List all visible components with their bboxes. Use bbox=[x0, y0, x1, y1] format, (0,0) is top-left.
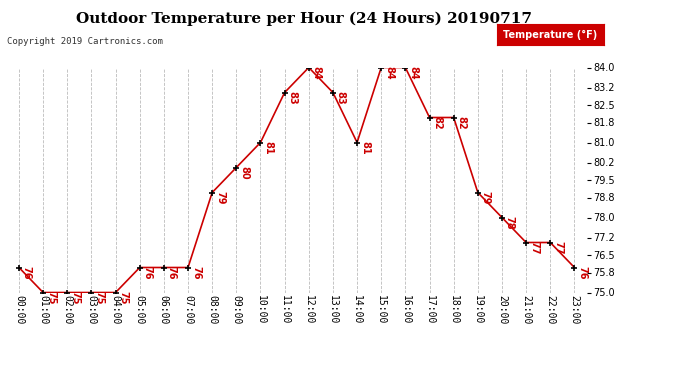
Text: 76: 76 bbox=[191, 267, 201, 280]
Text: 84: 84 bbox=[312, 66, 322, 80]
Text: 84: 84 bbox=[384, 66, 394, 80]
Text: 79: 79 bbox=[215, 192, 225, 205]
Text: Outdoor Temperature per Hour (24 Hours) 20190717: Outdoor Temperature per Hour (24 Hours) … bbox=[76, 11, 531, 26]
Text: Temperature (°F): Temperature (°F) bbox=[503, 30, 598, 40]
Text: 81: 81 bbox=[360, 141, 370, 155]
Text: 81: 81 bbox=[264, 141, 273, 155]
Text: 82: 82 bbox=[433, 117, 442, 130]
Text: 78: 78 bbox=[505, 216, 515, 230]
Text: 79: 79 bbox=[481, 192, 491, 205]
Text: Copyright 2019 Cartronics.com: Copyright 2019 Cartronics.com bbox=[7, 38, 163, 46]
Text: 80: 80 bbox=[239, 166, 249, 180]
Text: 83: 83 bbox=[288, 92, 297, 105]
Text: 75: 75 bbox=[95, 291, 104, 305]
Text: 75: 75 bbox=[70, 291, 80, 305]
Text: 75: 75 bbox=[46, 291, 56, 305]
Text: 77: 77 bbox=[553, 242, 563, 255]
Text: 82: 82 bbox=[457, 117, 466, 130]
Text: 76: 76 bbox=[578, 267, 587, 280]
Text: 76: 76 bbox=[143, 267, 152, 280]
Text: 77: 77 bbox=[529, 242, 539, 255]
Text: 76: 76 bbox=[167, 267, 177, 280]
Text: 75: 75 bbox=[119, 291, 128, 305]
Text: 83: 83 bbox=[336, 92, 346, 105]
Text: 76: 76 bbox=[22, 267, 32, 280]
Text: 84: 84 bbox=[408, 66, 418, 80]
